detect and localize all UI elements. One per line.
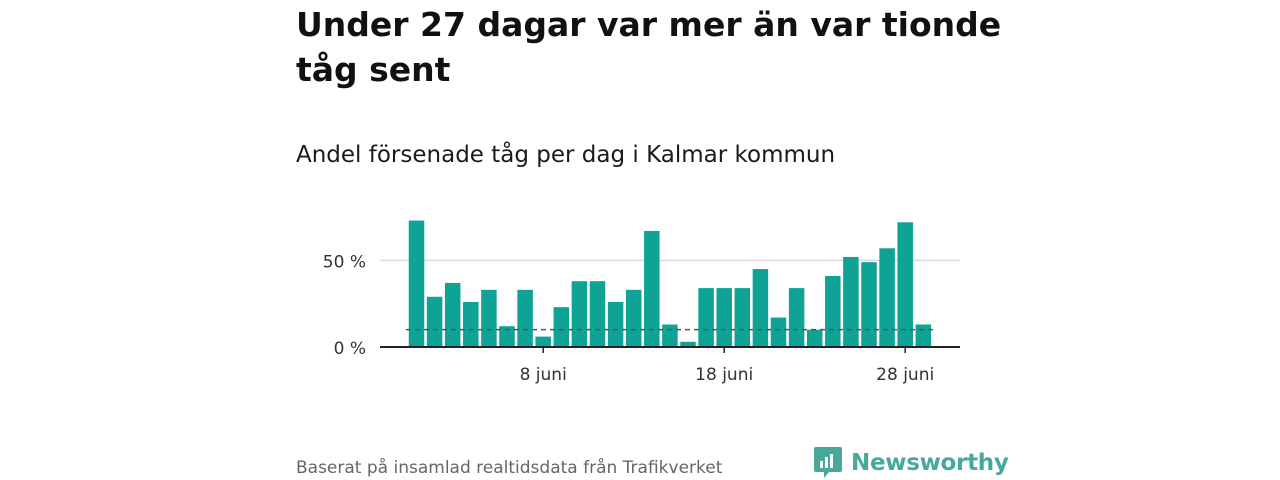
bar <box>625 289 642 347</box>
bar <box>481 289 497 347</box>
brand-name: Newsworthy <box>851 450 1009 476</box>
bar <box>444 282 461 347</box>
bar <box>861 262 877 347</box>
bar <box>463 301 479 347</box>
bar <box>788 288 805 347</box>
y-tick-label: 50 % <box>323 252 366 272</box>
bar <box>644 230 660 347</box>
bar-layer <box>408 220 932 347</box>
x-tick-label: 18 juni <box>695 365 753 385</box>
bar <box>499 326 515 347</box>
y-tick-label: 0 % <box>334 339 366 359</box>
bar <box>680 341 696 347</box>
bar <box>607 301 624 347</box>
bar <box>806 329 823 347</box>
bar <box>879 248 895 347</box>
x-tick-label: 8 juni <box>520 365 567 385</box>
bar <box>517 289 533 347</box>
bar <box>716 288 732 347</box>
bar <box>426 296 443 347</box>
bar <box>770 317 787 347</box>
chart-title: Under 27 dagar var mer än var tionde tåg… <box>296 5 1002 89</box>
source-note: Baserat på insamlad realtidsdata från Tr… <box>296 458 723 478</box>
bar <box>589 281 606 347</box>
bar <box>662 324 678 347</box>
bar <box>698 288 714 347</box>
bar <box>553 307 570 347</box>
newsworthy-logo-icon <box>814 447 842 478</box>
bar <box>535 336 551 347</box>
x-tick-label: 28 juni <box>876 365 934 385</box>
bar <box>408 220 425 347</box>
chart-subtitle: Andel försenade tåg per dag i Kalmar kom… <box>296 142 836 168</box>
brand-logo: Newsworthy <box>813 446 1009 480</box>
bar <box>897 222 913 347</box>
bar <box>734 288 751 347</box>
bar <box>752 269 769 347</box>
bar <box>915 324 932 347</box>
bar <box>571 281 588 347</box>
bar <box>843 256 859 347</box>
bar <box>825 275 841 347</box>
axis-layer: 0 % 50 % 8 juni 18 juni 28 juni <box>323 252 960 385</box>
